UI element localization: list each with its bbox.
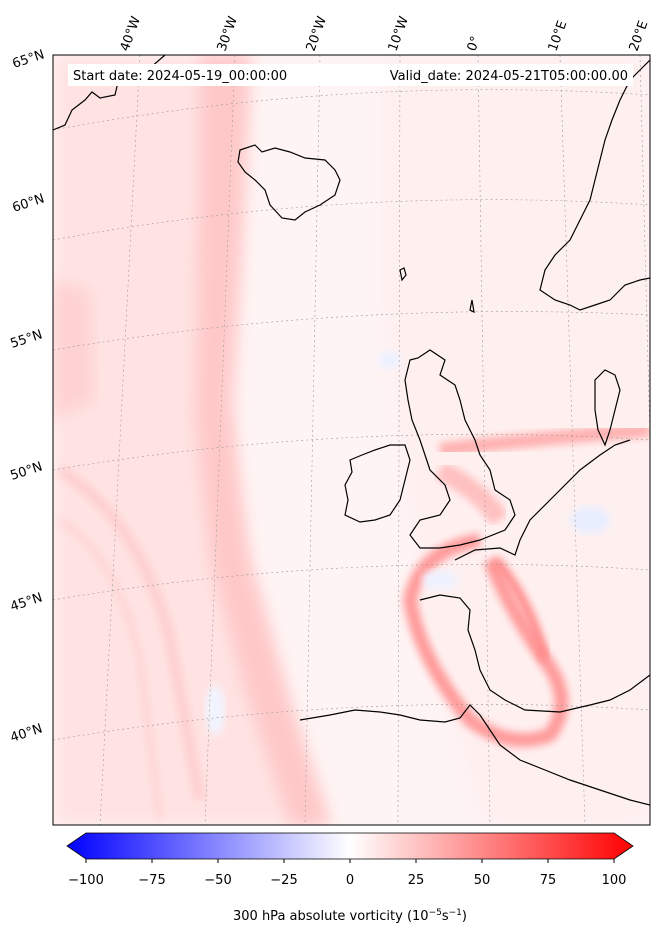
colorbar-tick-label: −100 bbox=[68, 873, 104, 888]
channel-coast bbox=[454, 439, 631, 561]
colorbar: −100 −75 −50 −25 0 25 50 75 100 bbox=[66, 832, 634, 888]
coastlines bbox=[53, 55, 650, 806]
great-britain-coast bbox=[404, 349, 516, 549]
graticule bbox=[53, 55, 650, 825]
lon-label-20e: 20°E bbox=[627, 19, 652, 54]
valid-date-label: Valid_date: 2024-05-21T05:00:00.00 bbox=[390, 69, 628, 84]
norway-coast bbox=[539, 59, 650, 311]
lat-label-45n: 45°N bbox=[9, 590, 45, 614]
ireland-coast bbox=[344, 444, 411, 523]
lat-label-40n: 40°N bbox=[9, 721, 45, 745]
lat-label-55n: 55°N bbox=[9, 327, 45, 351]
colorbar-tick-label: 25 bbox=[408, 873, 425, 888]
colorbar-ramp bbox=[66, 832, 634, 860]
colorbar-tick-label: −75 bbox=[138, 873, 165, 888]
iceland-coast bbox=[237, 144, 341, 221]
colorbar-tick-label: 75 bbox=[540, 873, 557, 888]
denmark-coast bbox=[594, 369, 621, 447]
lon-label-10w: 10°W bbox=[386, 14, 412, 53]
faroe bbox=[399, 267, 407, 282]
france-iberia-coast bbox=[419, 594, 650, 713]
lat-label-65n: 65°N bbox=[11, 47, 47, 71]
lon-label-30w: 30°W bbox=[215, 14, 241, 53]
lon-label-10e: 10°E bbox=[546, 19, 571, 54]
vorticity-field bbox=[53, 55, 650, 825]
colorbar-tick-label: −50 bbox=[204, 873, 231, 888]
shetland bbox=[469, 299, 475, 314]
lon-label-40w: 40°W bbox=[118, 14, 144, 53]
lat-label-60n: 60°N bbox=[11, 191, 47, 215]
date-info-box bbox=[68, 64, 633, 86]
lat-label-50n: 50°N bbox=[9, 459, 45, 483]
spain-coast bbox=[299, 704, 650, 806]
lon-label-0: 0° bbox=[465, 34, 484, 53]
colorbar-ticks: −100 −75 −50 −25 0 25 50 75 100 bbox=[68, 859, 626, 888]
start-date-label: Start date: 2024-05-19_00:00:00 bbox=[73, 69, 287, 84]
colorbar-tick-label: −25 bbox=[270, 873, 297, 888]
colorbar-tick-label: 100 bbox=[602, 873, 627, 888]
colorbar-tick-label: 0 bbox=[346, 873, 354, 888]
lon-label-20w: 20°W bbox=[304, 14, 330, 53]
colorbar-title: 300 hPa absolute vorticity (10−5s−1) bbox=[233, 908, 467, 924]
colorbar-tick-label: 50 bbox=[474, 873, 491, 888]
map-frame bbox=[52, 54, 651, 826]
